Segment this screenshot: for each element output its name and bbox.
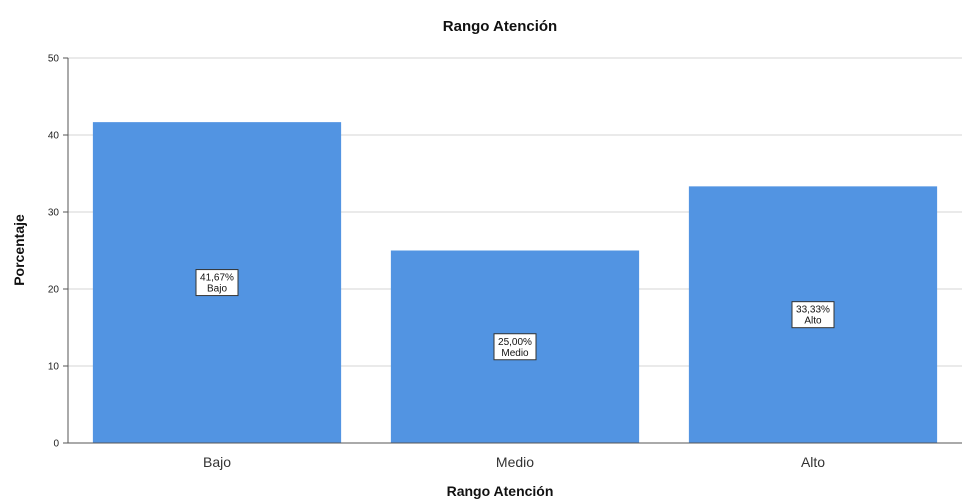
y-tick-label: 30 [48,208,60,219]
data-label-box [195,269,239,297]
data-label-value: 25,00% [498,337,532,348]
x-tick-label: Medio [496,454,534,470]
x-tick-label: Alto [801,454,825,470]
chart-title: Rango Atención [443,18,557,35]
data-label-category: Bajo [207,284,227,295]
data-label-box [791,301,835,329]
y-axis-title: Porcentaje [11,214,27,286]
y-tick-label: 20 [48,285,60,296]
data-label-value: 41,67% [200,273,234,284]
y-axis-ticks: 0 10 20 30 40 50 [48,54,68,450]
y-tick-label: 10 [48,362,60,373]
data-label-category: Alto [804,316,822,327]
data-labels: 41,67%Bajo 25,00%Medio 33,33%Alto [195,269,835,361]
x-tick-label: Bajo [203,454,231,470]
y-tick-label: 40 [48,131,60,142]
data-label-value: 33,33% [796,305,830,316]
data-label-category: Medio [501,348,529,359]
x-axis-title: Rango Atención [447,483,554,499]
y-tick-label: 0 [53,439,59,450]
y-tick-label: 50 [48,54,60,65]
x-axis-ticks: Bajo Medio Alto [203,454,825,470]
data-label-box [493,333,537,361]
